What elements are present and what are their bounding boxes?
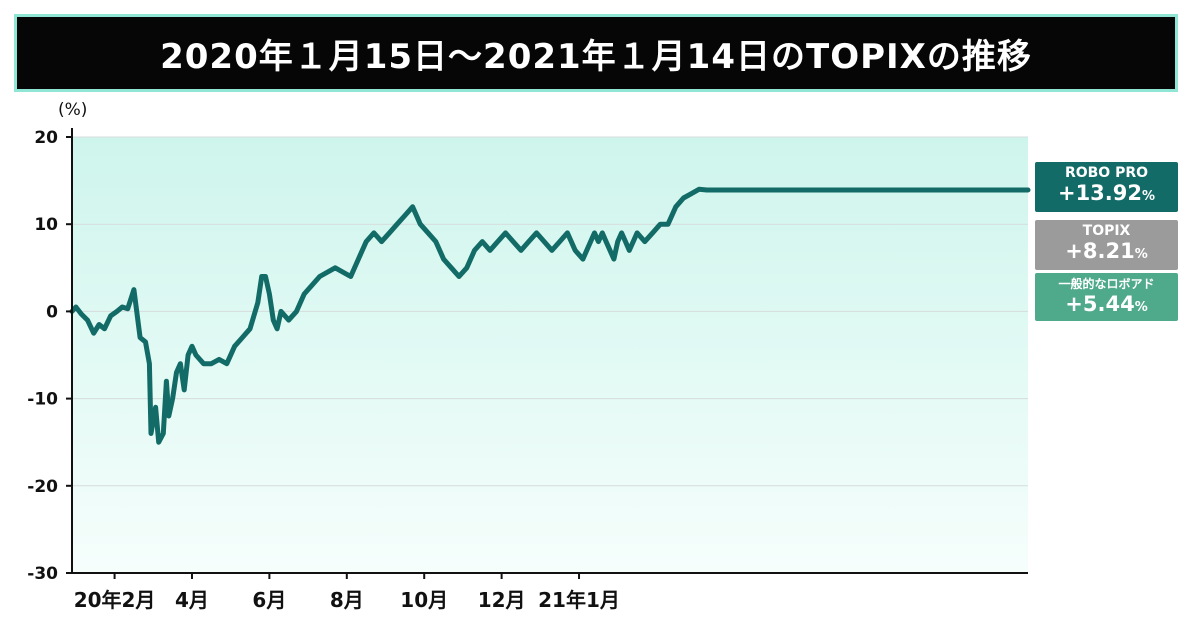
series-lines bbox=[69, 186, 1031, 445]
legend-topix: TOPIX +8.21% bbox=[1035, 220, 1178, 270]
legend-general-value: +5.44 bbox=[1065, 292, 1135, 316]
legend-general-roboadvisor: 一般的なロボアド +5.44% bbox=[1035, 273, 1178, 321]
x-tick-label: 6月 bbox=[252, 588, 286, 612]
y-tick-label: 0 bbox=[46, 302, 58, 322]
x-tick-label: 10月 bbox=[400, 588, 448, 612]
y-tick-label: -30 bbox=[27, 564, 58, 584]
x-tick-label: 8月 bbox=[330, 588, 364, 612]
legend-robo-value: +13.92 bbox=[1057, 181, 1142, 205]
series-line-0 bbox=[69, 186, 1031, 445]
chart-title: 2020年１月15日〜2021年１月14日のTOPIXの推移 bbox=[14, 14, 1178, 92]
legend-general-suffix: % bbox=[1134, 300, 1148, 315]
legend-robo-name: ROBO PRO bbox=[1064, 165, 1149, 181]
y-tick-label: 10 bbox=[34, 215, 58, 235]
legend-robo-value-wrap: +13.92% bbox=[1035, 181, 1178, 209]
y-tick-label: -20 bbox=[27, 477, 58, 497]
gridlines bbox=[72, 136, 1028, 487]
legend-topix-value: +8.21 bbox=[1065, 239, 1135, 263]
legend-topix-name: TOPIX bbox=[1082, 223, 1131, 239]
legend-robo-suffix: % bbox=[1142, 189, 1156, 204]
y-tick-label: 20 bbox=[34, 128, 58, 148]
plot-background bbox=[72, 137, 1028, 573]
y-tick-label: -10 bbox=[27, 390, 58, 410]
legend-topix-suffix: % bbox=[1134, 247, 1148, 262]
legend-general-value-wrap: +5.44% bbox=[1035, 292, 1178, 320]
legend-topix-value-wrap: +8.21% bbox=[1035, 239, 1178, 267]
y-tick-labels: 20 10 0 -10 -20 -30 bbox=[27, 128, 72, 584]
legend-general-name: 一般的なロボアド bbox=[1058, 277, 1155, 291]
x-tick-labels: 20年2月 4月 6月 8月 10月 12月 21年1月 bbox=[74, 573, 620, 612]
x-tick-label: 12月 bbox=[478, 588, 526, 612]
x-tick-label: 20年2月 bbox=[74, 588, 156, 612]
x-tick-label: 21年1月 bbox=[538, 588, 620, 612]
x-tick-label: 4月 bbox=[175, 588, 209, 612]
legend-robo-pro: ROBO PRO +13.92% bbox=[1035, 162, 1178, 212]
y-axis-unit: (%) bbox=[58, 100, 88, 120]
